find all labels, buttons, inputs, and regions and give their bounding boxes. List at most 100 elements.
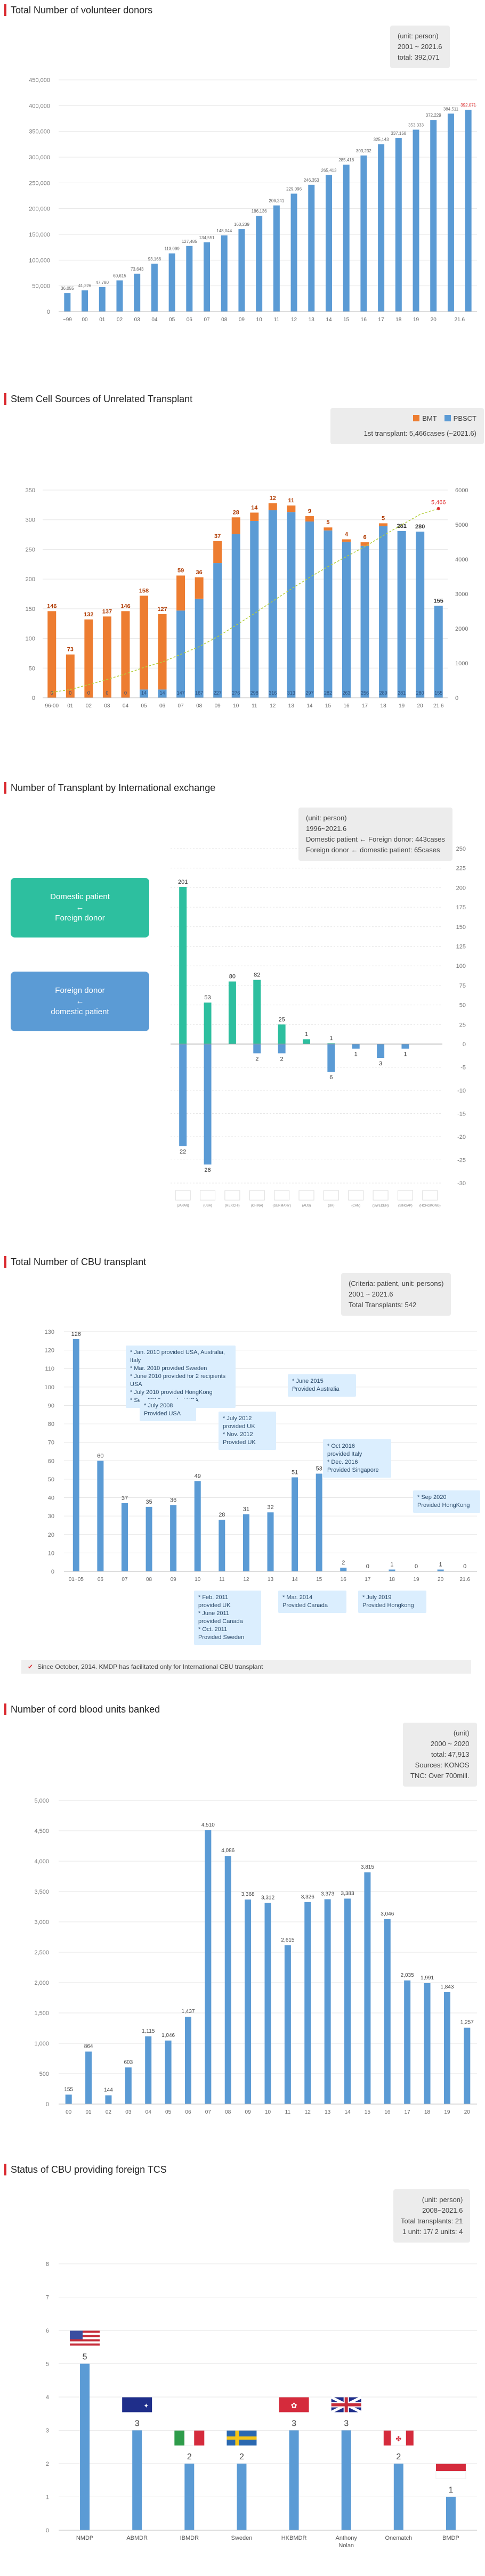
x-tick-label: 12 bbox=[305, 2109, 311, 2115]
bar-bmt bbox=[84, 619, 93, 698]
flag-canton bbox=[70, 2330, 83, 2339]
x-tick-label: 12 bbox=[270, 703, 276, 709]
x-tick-label: 09 bbox=[171, 1577, 177, 1583]
data-label: 155 bbox=[434, 690, 442, 696]
bar bbox=[245, 1900, 252, 2104]
bar bbox=[151, 263, 158, 312]
data-label: 5 bbox=[382, 515, 385, 521]
data-label: 2,035 bbox=[401, 1972, 414, 1978]
flag-japan-icon bbox=[175, 1190, 191, 1201]
flag-cross bbox=[227, 2436, 257, 2440]
x-tick-label: 10 bbox=[233, 703, 239, 709]
bar-domestic-patient bbox=[278, 1024, 286, 1044]
data-label: 35 bbox=[146, 1499, 152, 1505]
data-label: 2,615 bbox=[281, 1937, 294, 1943]
bar bbox=[308, 184, 315, 312]
data-label: 144 bbox=[104, 2088, 113, 2093]
y-tick-label: 200 bbox=[26, 576, 35, 583]
data-label: 298 bbox=[250, 690, 258, 696]
section-cbu-foreign-tcs: Status of CBU providing foreign TCS (uni… bbox=[0, 2157, 485, 2576]
flag-star: ✦ bbox=[143, 2402, 149, 2410]
y-tick-label: 125 bbox=[456, 944, 466, 950]
x-tick-label: 01 bbox=[86, 2109, 92, 2115]
y-tick-label: 1 bbox=[46, 2495, 49, 2501]
x-tick-label: BMDP bbox=[442, 2535, 459, 2541]
x-tick-label: 07 bbox=[122, 1577, 128, 1583]
section-volunteer-donors: Total Number of volunteer donors (unit: … bbox=[0, 0, 485, 426]
flag-label: (REP.CHI) bbox=[225, 1204, 240, 1208]
bar bbox=[72, 1339, 79, 1571]
x-tick-label: 15 bbox=[325, 703, 332, 709]
flag-band bbox=[435, 2471, 466, 2479]
section-international-exchange: Number of Transplant by International ex… bbox=[0, 778, 485, 1246]
flag-flower: ✿ bbox=[291, 2401, 297, 2410]
sweden-flag-icon bbox=[227, 2431, 257, 2445]
info-box: (unit: person) 2001 ~ 2021.6 total: 392,… bbox=[390, 26, 450, 68]
data-label: 47,780 bbox=[96, 280, 109, 285]
x-tick-label: 11 bbox=[285, 2109, 291, 2115]
bar bbox=[304, 1902, 311, 2104]
data-label: 31 bbox=[243, 1506, 249, 1513]
y-tick-label: 50 bbox=[29, 665, 35, 672]
bar bbox=[134, 273, 141, 312]
x-tick-label: 07 bbox=[204, 317, 210, 323]
bar bbox=[264, 1903, 271, 2104]
bar-domestic-patient bbox=[204, 1002, 212, 1044]
data-label: 73,643 bbox=[131, 267, 144, 272]
x-tick-label: 03 bbox=[104, 703, 110, 709]
legend-swatch bbox=[444, 415, 451, 421]
title-accent bbox=[4, 782, 6, 794]
data-label: 201 bbox=[178, 879, 188, 885]
y-tick-label: 1,000 bbox=[34, 2041, 49, 2047]
data-label: 297 bbox=[305, 690, 313, 696]
x-tick-label: 04 bbox=[146, 2109, 152, 2115]
flag-label: (CHINA) bbox=[251, 1204, 263, 1208]
data-label: 0 bbox=[69, 690, 71, 696]
bar-bmt bbox=[195, 577, 204, 599]
x-tick-label: 06 bbox=[185, 2109, 191, 2115]
flag-label: (JAPAN) bbox=[177, 1204, 189, 1208]
bar-pbsct bbox=[360, 545, 369, 698]
legend-swatch bbox=[413, 415, 420, 421]
info-line: 2001 ~ 2021.6 bbox=[398, 43, 442, 51]
bar bbox=[168, 253, 175, 312]
bar-pbsct bbox=[379, 526, 388, 698]
y-tick-label: 2,000 bbox=[34, 1980, 49, 1986]
x-tick-label: 13 bbox=[288, 703, 295, 709]
data-label: 3,046 bbox=[381, 1911, 394, 1917]
bar-foreign-donor bbox=[179, 1044, 187, 1146]
x-tick-label: 06 bbox=[98, 1577, 104, 1583]
y-tick-label: 150,000 bbox=[29, 232, 50, 238]
bar-domestic-patient bbox=[179, 886, 187, 1044]
x-tick-label: 09 bbox=[215, 703, 221, 709]
bar bbox=[132, 2430, 142, 2530]
cord-blood-banked-chart: 05001,0001,5002,0002,5003,0003,5004,0004… bbox=[34, 1798, 477, 2115]
data-label: 82 bbox=[254, 972, 260, 979]
data-label: 3,368 bbox=[241, 1892, 255, 1897]
annotation-note: * July 2008 Provided USA bbox=[140, 1399, 196, 1421]
bar bbox=[170, 1505, 177, 1571]
data-label: 1 bbox=[305, 1031, 308, 1038]
x-tick-label: 96-00 bbox=[45, 703, 59, 709]
bar bbox=[219, 1520, 225, 1571]
data-label: 155 bbox=[64, 2086, 73, 2092]
x-tick-label: Anthony bbox=[336, 2535, 358, 2541]
data-label: 80 bbox=[229, 974, 236, 980]
stem-cell-sources-chart: 0501001502002503003500100020003000400050… bbox=[26, 487, 468, 709]
data-label: 53 bbox=[204, 994, 211, 1001]
x-tick-label: NMDP bbox=[76, 2535, 93, 2541]
bar bbox=[316, 1473, 322, 1571]
domestic-patient-pill: Domestic patient ← Foreign donor bbox=[11, 878, 149, 938]
bar bbox=[384, 1919, 391, 2104]
title-text: Number of cord blood units banked bbox=[11, 1703, 160, 1715]
annotation-note: * June 2015 Provided Australia bbox=[288, 1374, 356, 1397]
data-label: 60,615 bbox=[113, 273, 126, 278]
bar bbox=[395, 138, 402, 312]
bar bbox=[121, 1503, 128, 1571]
x-tick-label: 16 bbox=[361, 317, 367, 323]
bar bbox=[389, 1569, 395, 1571]
y-tick-label: -10 bbox=[457, 1088, 466, 1094]
bar bbox=[464, 2027, 471, 2104]
bar-pbsct bbox=[287, 512, 296, 698]
y-tick-label: 0 bbox=[46, 2101, 49, 2108]
